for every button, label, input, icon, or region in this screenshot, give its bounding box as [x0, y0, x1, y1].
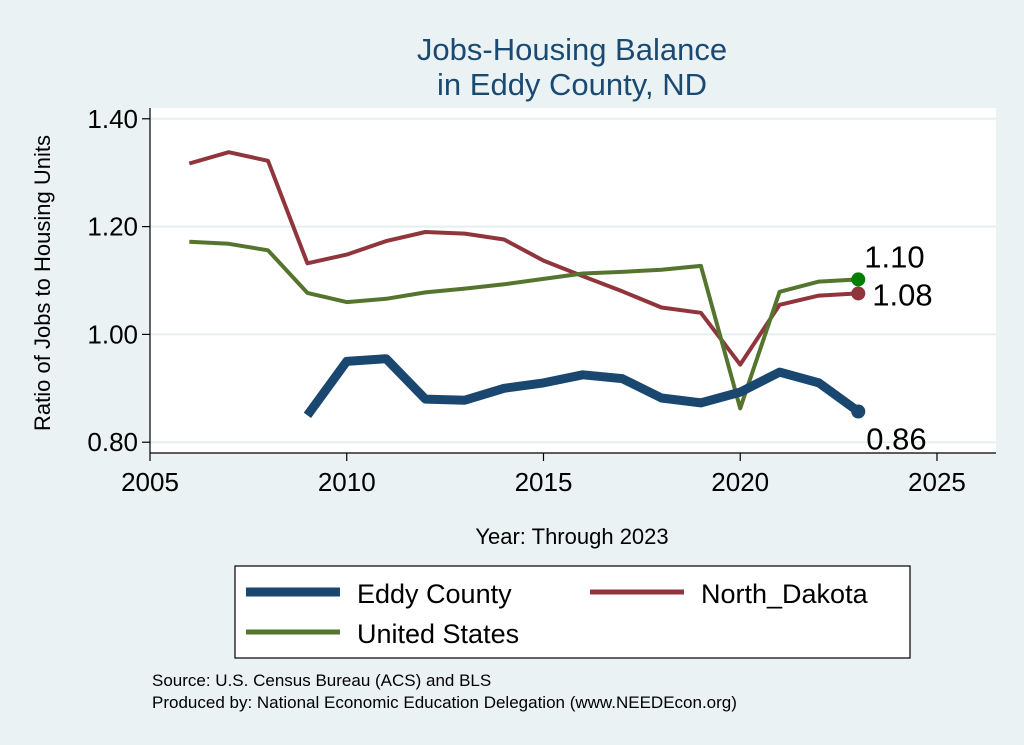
plot-area — [150, 108, 996, 453]
x-tick-label: 2010 — [318, 467, 376, 497]
source-note: Source: U.S. Census Bureau (ACS) and BLS — [152, 671, 491, 690]
legend-label-north-dakota: North_Dakota — [701, 579, 869, 609]
legend-label-eddy-county: Eddy County — [357, 579, 512, 609]
chart-title-line2: in Eddy County, ND — [437, 67, 707, 102]
gridlines — [150, 117, 996, 444]
series-line-north-dakota — [188, 150, 859, 367]
y-tick-label: 1.00 — [87, 319, 138, 349]
chart-title-line1: Jobs-Housing Balance — [417, 32, 727, 67]
end-label-eddy-county: 0.86 — [866, 421, 926, 456]
end-label-north-dakota: 1.08 — [872, 277, 932, 312]
end-marker-north-dakota — [851, 286, 866, 301]
end-labels: 0.86 1.081.10 — [864, 239, 932, 456]
x-tick-label: 2025 — [908, 467, 966, 497]
x-axis-label: Year: Through 2023 — [475, 524, 668, 549]
x-tick-label: 2015 — [515, 467, 573, 497]
end-label-united-states: 1.10 — [864, 239, 924, 274]
x-axis-ticks: 2005 2010 2015 2020 2025 — [121, 453, 966, 497]
y-tick-label: 0.80 — [87, 427, 138, 457]
series-line-eddy-county — [303, 354, 861, 418]
series-lines — [188, 150, 866, 419]
x-tick-label: 2020 — [711, 467, 769, 497]
y-tick-label: 1.20 — [87, 212, 138, 242]
end-marker-united-states — [851, 272, 866, 287]
y-axis-ticks: 0.80 1.00 1.20 1.40 — [87, 104, 150, 457]
producer-note: Produced by: National Economic Education… — [152, 693, 737, 712]
y-axis-label: Ratio of Jobs to Housing Units — [30, 135, 55, 431]
end-marker-eddy-county — [851, 404, 866, 419]
x-tick-label: 2005 — [121, 467, 179, 497]
y-tick-label: 1.40 — [87, 104, 138, 134]
legend-box — [234, 565, 911, 659]
legend-label-united-states: United States — [357, 619, 519, 649]
